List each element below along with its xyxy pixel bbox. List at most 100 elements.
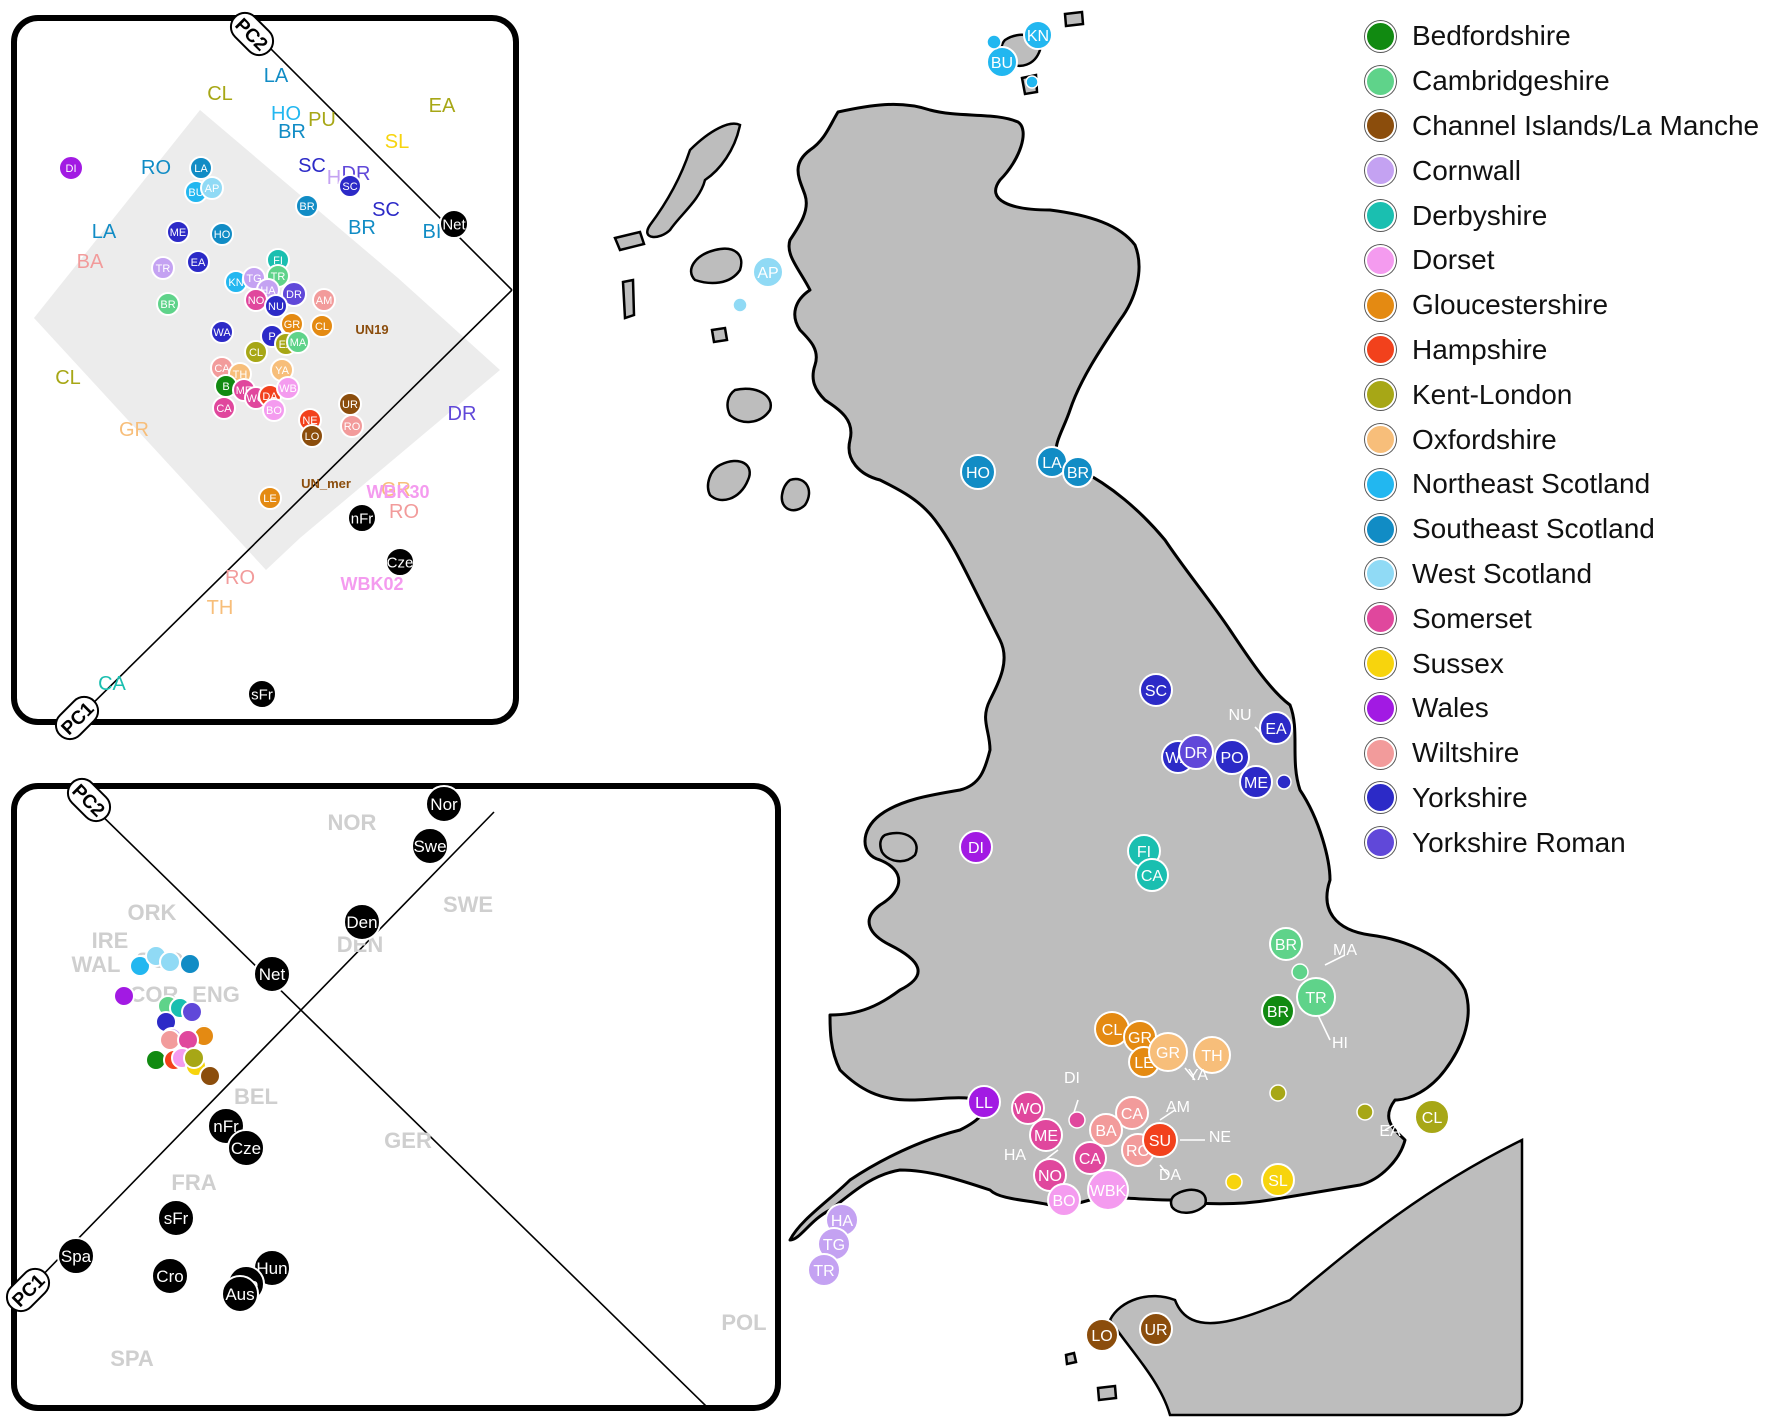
map-site: BO	[1047, 1183, 1081, 1217]
pca-top-text-label: EA	[429, 95, 456, 117]
pca-top-text-label: SC	[298, 155, 326, 177]
map-site	[1068, 1111, 1086, 1129]
pca-top-sample: Cze	[385, 547, 415, 577]
legend-item: Channel Islands/La Manche	[1365, 104, 1759, 149]
map-site	[1291, 963, 1309, 981]
map-site-label: ME	[1034, 1128, 1058, 1145]
pca-top-sample-name: UN_mer	[301, 476, 351, 491]
legend-swatch	[1365, 244, 1396, 276]
pca-top-sample-label: TR	[156, 263, 171, 275]
map-site: GR	[1148, 1032, 1188, 1072]
pca-top-text-label: HO	[271, 103, 301, 125]
legend-item: Northeast Scotland	[1365, 462, 1759, 507]
map-annotation: DA	[1159, 1167, 1182, 1184]
pca-top-sample-label: sFr	[251, 686, 273, 703]
map-site-label: CA	[1141, 868, 1164, 885]
pca-top-sample: WA	[210, 320, 234, 344]
map-site-label: GR	[1128, 1030, 1152, 1047]
map-site: PO	[1214, 739, 1250, 775]
map-site-label: CL	[1102, 1022, 1123, 1039]
pca-top-sample-label: DR	[286, 289, 302, 301]
channel-island-2	[1096, 1384, 1118, 1402]
pca-top-sample-label: MA	[290, 337, 307, 349]
map-annotation: NE	[1209, 1129, 1231, 1146]
pca-top-sample: KN	[224, 270, 248, 294]
pca-top-sample: nFr	[347, 503, 377, 533]
map-site-label: BU	[991, 55, 1013, 72]
map-site-label: PO	[1220, 750, 1243, 767]
map-site-label: TG	[823, 1237, 845, 1254]
map-site: BR	[1261, 994, 1295, 1028]
map-site: AP	[752, 256, 784, 288]
pca-bottom-sample: Den	[343, 903, 381, 941]
map-site: SL	[1261, 1163, 1295, 1197]
pca-top-sample-label: WA	[213, 327, 231, 339]
pca-top-sample: LE	[258, 486, 282, 510]
map-site: CA	[1135, 858, 1169, 892]
pca-top-sample: DR	[281, 281, 307, 307]
legend-item: Wales	[1365, 686, 1759, 731]
map-site-label: WBK	[1090, 1183, 1127, 1200]
pca-top-text-label: SL	[385, 131, 409, 153]
map-site: CL	[1094, 1011, 1130, 1047]
pca-top-sample-label: HO	[214, 229, 231, 241]
map-site-label: HA	[831, 1213, 854, 1230]
pca-top-text-label: TH	[207, 597, 234, 619]
island-small-1	[621, 278, 636, 320]
pca-top-panel	[11, 15, 519, 725]
pca-top-sample-label: B	[222, 381, 229, 393]
pca-top-sample-label: LO	[305, 431, 320, 443]
pca-top-sample: MA	[286, 330, 310, 354]
map-site-label: WO	[1014, 1101, 1042, 1118]
pca-bottom-axis-pc1	[29, 811, 495, 1289]
pca-top-sample-name: WBK02	[340, 574, 403, 594]
map-annotation: AM	[1166, 1099, 1190, 1116]
map-site: ME	[1239, 765, 1273, 799]
legend-label: Sussex	[1412, 647, 1504, 679]
pca-top-text-label: BA	[77, 251, 104, 273]
map-site-label: CA	[1121, 1106, 1144, 1123]
map-site-label: BA	[1095, 1123, 1117, 1140]
pca-bottom-sample-label: sFr	[164, 1209, 189, 1228]
pca-bottom-region-label: WAL	[72, 952, 121, 977]
pca-top-axis-pc2	[251, 29, 513, 291]
pca-top-sample: UR	[338, 392, 362, 416]
map-annotation: MA	[1333, 942, 1357, 959]
pca-bottom-sample-label: Den	[346, 913, 377, 932]
legend-label: Wales	[1412, 692, 1489, 724]
pca-top-text-label: CL	[55, 367, 81, 389]
pca-top-sample-label: RO	[344, 421, 361, 433]
pca-top-sample: BR	[295, 194, 319, 218]
map-site: WBK	[1087, 1169, 1129, 1211]
pca-top-sample: CA	[210, 356, 234, 380]
map-site: KN	[1023, 20, 1053, 50]
map-annotation: EA	[1379, 1123, 1401, 1140]
pca-top-sample: RO	[340, 414, 364, 438]
map-site: UR	[1139, 1312, 1173, 1346]
map-site: LL	[967, 1085, 1001, 1119]
pca-bottom-sample: Nor	[425, 785, 463, 823]
pca-bottom-sample: Cro	[151, 1257, 189, 1295]
map-site-label: BR	[1267, 1004, 1289, 1021]
map-site-label: BR	[1067, 465, 1089, 482]
legend-item: Bedfordshire	[1365, 14, 1759, 59]
pca-top-sample-name: UN19	[355, 322, 388, 337]
map-site: LO	[1085, 1318, 1119, 1352]
legend-label: Kent-London	[1412, 378, 1573, 410]
legend-label: Channel Islands/La Manche	[1412, 109, 1760, 141]
pca-bottom-panel	[11, 783, 781, 1411]
legend: Bedfordshire Cambridgeshire Channel Island…	[1365, 14, 1759, 865]
legend-label: Yorkshire Roman	[1412, 826, 1626, 858]
map-site-label: CL	[1422, 1110, 1443, 1127]
pca-bottom-cluster-point	[159, 951, 181, 973]
pca-top-sample: CL	[310, 314, 334, 338]
legend-item: Kent-London	[1365, 372, 1759, 417]
pca-bottom-region-label: ENG	[192, 982, 240, 1007]
pca-bottom-region-label: BEL	[234, 1084, 278, 1109]
legend-swatch	[1365, 827, 1396, 859]
pca-top-text-label: H	[327, 167, 341, 189]
pca-bottom-axis-pc2	[87, 801, 707, 1407]
legend-swatch	[1365, 513, 1396, 545]
pca-top-sample-label: Cze	[387, 554, 414, 571]
